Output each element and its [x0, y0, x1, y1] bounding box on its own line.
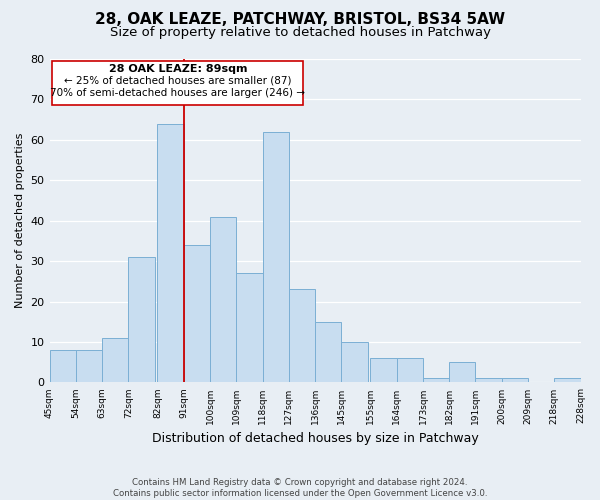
Bar	[210, 216, 236, 382]
Text: Size of property relative to detached houses in Patchway: Size of property relative to detached ho…	[110, 26, 491, 39]
Bar	[397, 358, 423, 382]
Bar	[76, 350, 102, 382]
Text: ← 25% of detached houses are smaller (87): ← 25% of detached houses are smaller (87…	[64, 76, 292, 86]
Text: 28 OAK LEAZE: 89sqm: 28 OAK LEAZE: 89sqm	[109, 64, 247, 74]
Bar	[236, 274, 263, 382]
Bar	[184, 245, 210, 382]
Text: 28, OAK LEAZE, PATCHWAY, BRISTOL, BS34 5AW: 28, OAK LEAZE, PATCHWAY, BRISTOL, BS34 5…	[95, 12, 505, 28]
Bar	[102, 338, 128, 382]
Bar	[475, 378, 502, 382]
Y-axis label: Number of detached properties: Number of detached properties	[15, 133, 25, 308]
Bar	[50, 350, 76, 382]
Bar	[263, 132, 289, 382]
Bar	[341, 342, 368, 382]
X-axis label: Distribution of detached houses by size in Patchway: Distribution of detached houses by size …	[152, 432, 478, 445]
Bar	[315, 322, 341, 382]
Bar	[128, 257, 155, 382]
Bar	[423, 378, 449, 382]
Bar	[502, 378, 528, 382]
Bar	[289, 290, 315, 382]
Bar	[449, 362, 475, 382]
Text: Contains HM Land Registry data © Crown copyright and database right 2024.
Contai: Contains HM Land Registry data © Crown c…	[113, 478, 487, 498]
Bar	[157, 124, 184, 382]
Bar	[370, 358, 397, 382]
Text: 70% of semi-detached houses are larger (246) →: 70% of semi-detached houses are larger (…	[50, 88, 305, 98]
FancyBboxPatch shape	[52, 61, 304, 106]
Bar	[554, 378, 581, 382]
